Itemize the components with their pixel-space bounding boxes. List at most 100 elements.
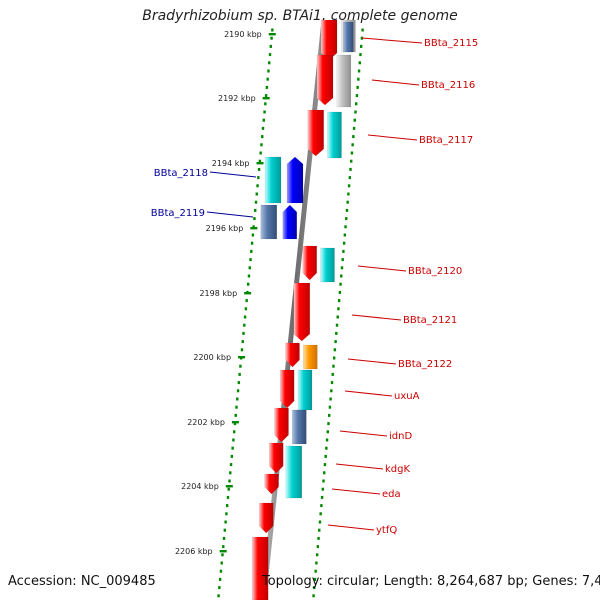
gc-dot-right (342, 249, 345, 253)
gene-label: BBta_2120 (408, 266, 462, 277)
gc-dot-left (255, 192, 258, 196)
gc-dot-right (351, 143, 354, 147)
gene-arrow (251, 536, 269, 600)
accession-label: Accession: NC_009485 (8, 574, 156, 589)
gc-dot-left (251, 233, 255, 237)
scale-tick-label: 2200 kbp (193, 353, 231, 362)
gc-dot-right (322, 479, 325, 483)
gc-dot-right (332, 356, 336, 360)
gc-dot-left (226, 495, 230, 499)
gc-dot-left (219, 569, 223, 573)
gc-dot-left (238, 372, 241, 376)
gene-arrow (258, 502, 274, 534)
gc-dot-left (243, 315, 247, 319)
gc-dot-right (352, 126, 356, 130)
gc-dot-left (258, 159, 262, 163)
gc-dot-left (235, 405, 238, 409)
gc-dot-left (256, 184, 259, 188)
gc-dot-right (355, 94, 359, 98)
gc-dot-left (254, 208, 257, 212)
gc-dot-right (361, 28, 364, 32)
gc-dot-left (248, 266, 251, 270)
gc-dot-right (347, 192, 350, 196)
gc-dot-right (336, 315, 339, 319)
gc-dot-right (342, 241, 346, 245)
gc-dot-left (236, 389, 240, 393)
gene-label-leader (351, 314, 402, 321)
gc-dot-right (348, 176, 352, 180)
gene-arrow (297, 369, 313, 411)
gc-dot-right (339, 282, 342, 286)
gene-features (251, 19, 356, 600)
gc-dot-left (237, 381, 241, 385)
gene-arrow (279, 369, 295, 409)
gene-arrow (292, 409, 307, 445)
gene-label: eda (382, 489, 401, 500)
gc-dot-left (245, 299, 248, 303)
scale-tick-mark (262, 97, 270, 100)
scale-tick-label: 2190 kbp (224, 30, 262, 39)
gc-dot-right (330, 389, 333, 393)
gc-dot-left (266, 77, 269, 81)
gc-dot-right (354, 110, 357, 114)
gc-dot-right (330, 381, 334, 385)
gene-label-leader (367, 134, 418, 141)
gc-dot-left (264, 102, 267, 106)
gc-dot-left (259, 151, 262, 155)
gc-dot-right (313, 577, 317, 581)
gc-dot-left (232, 438, 235, 442)
gc-dot-right (326, 430, 329, 434)
scale-tick-mark (250, 227, 258, 230)
gc-dot-left (239, 364, 242, 368)
gc-dot-right (334, 340, 337, 344)
gc-dot-right (331, 372, 334, 376)
gene-arrow (293, 282, 311, 342)
gene-arrow (316, 54, 334, 106)
gene-label-leader (344, 390, 393, 397)
gene-arrow (327, 111, 342, 159)
gc-dot-left (225, 512, 228, 516)
gene-arrow (285, 342, 300, 368)
gc-dot-left (247, 274, 251, 278)
scale-tick-mark (268, 33, 276, 36)
gc-dot-right (350, 159, 353, 163)
gene-label-leader (339, 430, 388, 437)
gc-dot-right (337, 299, 341, 303)
gene-label: BBta_2121 (403, 315, 457, 326)
gc-dot-right (328, 405, 332, 409)
scale-tick-label: 2202 kbp (187, 418, 225, 427)
gc-dot-right (320, 495, 324, 499)
scale-tick-label: 2196 kbp (206, 224, 244, 233)
gc-dot-left (229, 463, 233, 467)
gc-dot-left (252, 225, 255, 229)
gc-dot-right (346, 200, 349, 204)
gc-dot-right (316, 545, 320, 549)
scale-tick-mark (244, 292, 252, 295)
gc-dot-left (240, 348, 244, 352)
gene-label: uxuA (394, 391, 420, 402)
gene-label: BBta_2122 (398, 359, 452, 370)
map-title: Bradyrhizobium sp. BTAi1, complete genom… (142, 8, 458, 24)
gc-dot-left (265, 85, 269, 89)
gc-dot-left (244, 307, 248, 311)
gc-dot-left (250, 249, 253, 253)
gc-dot-right (335, 323, 339, 327)
gc-dot-right (320, 504, 323, 508)
gc-dot-right (359, 53, 362, 57)
gc-dot-left (271, 28, 274, 32)
gene-label: ytfQ (376, 525, 397, 536)
gc-dot-left (223, 528, 227, 532)
gc-dot-left (228, 479, 231, 483)
gc-dot-right (338, 290, 342, 294)
gc-dot-right (323, 471, 326, 475)
gc-dot-left (253, 217, 256, 221)
gc-dot-right (335, 331, 338, 335)
gene-label-leader (371, 79, 420, 86)
gc-dot-left (262, 118, 265, 122)
gc-dot-left (267, 69, 270, 73)
gc-dot-left (222, 536, 226, 540)
gc-dot-right (349, 167, 352, 171)
gene-label-leader (327, 524, 375, 531)
gc-dot-left (222, 545, 225, 549)
gc-dot-left (261, 126, 265, 130)
